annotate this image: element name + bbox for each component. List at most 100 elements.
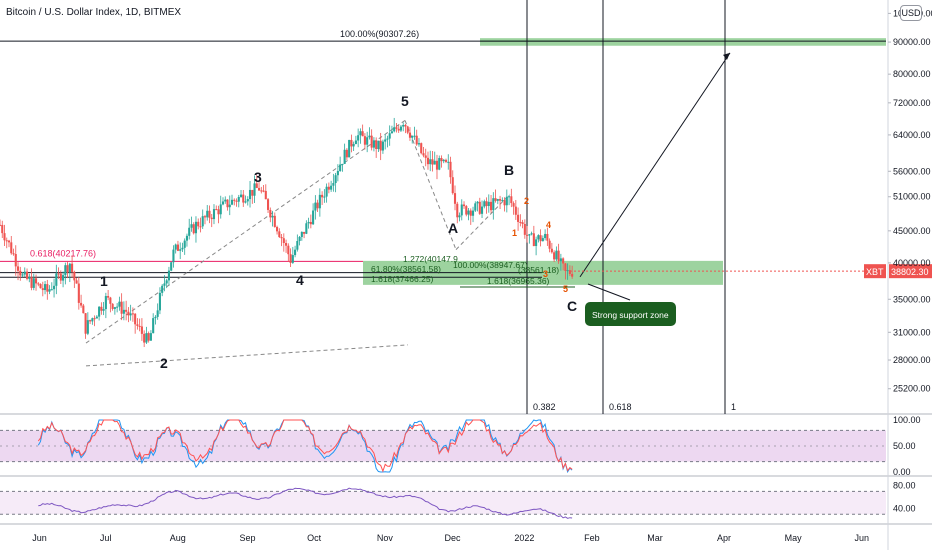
sub-wave-label: 2 xyxy=(524,196,529,206)
candle-body xyxy=(14,254,17,267)
candle-body xyxy=(332,183,335,186)
candle-body xyxy=(41,288,44,291)
candle-body xyxy=(140,326,143,334)
candle-body xyxy=(228,204,231,208)
candle-body xyxy=(494,198,497,201)
candle-body xyxy=(523,223,526,235)
price-tick-label: 80000.00 xyxy=(893,69,931,79)
candle-body xyxy=(300,231,303,237)
candle-body xyxy=(537,235,540,240)
candle-body xyxy=(116,306,119,308)
candle-body xyxy=(478,201,481,214)
candle-body xyxy=(210,217,213,220)
candle-body xyxy=(568,270,571,274)
candle-body xyxy=(206,210,209,218)
candle-body xyxy=(221,201,225,205)
time-tick-label: Sep xyxy=(240,533,256,543)
sub-wave-label: 4 xyxy=(546,220,551,230)
time-tick-label: Aug xyxy=(170,533,186,543)
candle-body xyxy=(307,221,310,224)
price-tick-label: 90000.00 xyxy=(893,37,931,47)
candle-body xyxy=(68,263,71,273)
candle-body xyxy=(215,209,218,211)
candle-body xyxy=(357,135,360,141)
candle-body xyxy=(91,318,94,322)
candle-body xyxy=(104,296,107,310)
sub-wave-label: 3 xyxy=(543,269,548,279)
fib-618-label: 0.618(40217.76) xyxy=(30,248,96,258)
candle-body xyxy=(246,199,249,202)
projection-arrow xyxy=(579,52,731,278)
time-tick-label: Nov xyxy=(377,533,394,543)
candle-body xyxy=(530,233,533,235)
candle-body xyxy=(411,136,414,138)
candle-body xyxy=(330,185,333,190)
candle-body xyxy=(273,215,276,227)
candle-body xyxy=(172,249,175,263)
candle-body xyxy=(165,280,168,284)
candle-body xyxy=(289,254,292,263)
candle-body xyxy=(555,250,558,260)
candle-body xyxy=(312,210,315,225)
candle-body xyxy=(323,196,326,198)
candle-body xyxy=(548,240,551,249)
candle-body xyxy=(521,222,524,224)
candle-body xyxy=(21,274,24,276)
candle-body xyxy=(131,313,134,315)
candle-body xyxy=(361,131,364,137)
candle-body xyxy=(334,175,337,184)
currency-button[interactable]: USD xyxy=(900,5,922,21)
candle-body xyxy=(440,158,443,162)
candle-body xyxy=(251,189,254,196)
candle-body xyxy=(564,263,567,271)
candle-body xyxy=(170,262,173,271)
sub-wave-label: 1 xyxy=(512,228,517,238)
candle-body xyxy=(571,273,574,277)
candle-body xyxy=(458,215,461,218)
rsi-band xyxy=(0,491,886,515)
candle-body xyxy=(111,303,114,309)
candle-body xyxy=(86,320,89,334)
candle-body xyxy=(539,235,542,242)
candle-body xyxy=(73,271,76,281)
candle-body xyxy=(453,193,457,204)
candle-body xyxy=(183,240,186,248)
candle-body xyxy=(510,196,513,204)
candle-body xyxy=(136,324,139,326)
time-tick-label: Oct xyxy=(307,533,322,543)
rsi-tick-label: 80.00 xyxy=(893,481,916,491)
candle-body xyxy=(318,194,321,209)
candle-body xyxy=(109,297,112,304)
candle-body xyxy=(492,198,495,211)
price-tick-label: 40000.00 xyxy=(893,258,931,268)
candle-body xyxy=(239,194,243,197)
candle-body xyxy=(476,201,479,204)
candle-body xyxy=(3,233,6,241)
fib-618b-label: 61.80%(38561.58) xyxy=(371,264,441,274)
candle-body xyxy=(426,157,430,165)
candles xyxy=(0,117,574,348)
candle-body xyxy=(181,247,184,250)
candle-body xyxy=(291,255,294,263)
candle-body xyxy=(93,318,96,320)
fib-time-label: 0.382 xyxy=(533,402,556,412)
candle-body xyxy=(197,221,200,227)
time-tick-label: Jun xyxy=(32,533,47,543)
candle-body xyxy=(381,141,384,151)
candle-body xyxy=(390,131,393,134)
candle-body xyxy=(496,199,499,201)
candle-body xyxy=(192,224,195,234)
wave-label: 5 xyxy=(401,93,409,109)
candle-body xyxy=(212,209,216,220)
target-zone xyxy=(480,38,886,46)
rsi-tick-label: 40.00 xyxy=(893,504,916,514)
candle-body xyxy=(483,201,486,207)
candle-body xyxy=(48,289,51,292)
wave-channel-line xyxy=(85,344,409,367)
candle-body xyxy=(460,204,463,216)
candle-body xyxy=(298,236,301,242)
candle-body xyxy=(174,244,177,250)
candle-body xyxy=(294,249,297,256)
